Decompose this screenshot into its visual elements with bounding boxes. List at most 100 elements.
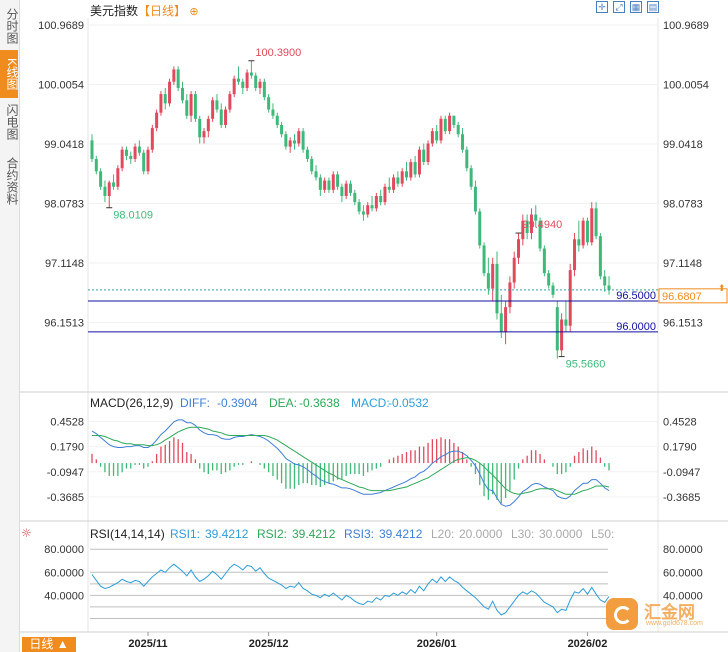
- candle-body: [124, 149, 128, 156]
- candle-body: [142, 152, 146, 172]
- candle-body: [267, 97, 271, 110]
- price-level-label: 96.5000: [616, 290, 656, 302]
- watermark-brand: 汇金网: [644, 603, 695, 622]
- candle-body: [383, 186, 387, 203]
- candle-body: [499, 313, 503, 332]
- candle-body: [349, 183, 352, 193]
- rsi-tick-right: 80.0000: [663, 544, 703, 556]
- candle-body: [353, 192, 357, 203]
- price-tick-left: 99.0418: [44, 139, 84, 151]
- macd-tick-left: 0.4528: [50, 417, 84, 429]
- candle-body: [301, 131, 305, 150]
- candle-body: [211, 100, 215, 119]
- candle-body: [577, 239, 581, 246]
- macd-legend-value: -0.0532: [388, 396, 429, 410]
- price-tick-right: 98.0783: [663, 199, 703, 211]
- candle-body: [202, 131, 206, 138]
- macd-legend-label: MACD:: [351, 396, 390, 410]
- candle-body: [344, 183, 348, 196]
- candle-body: [219, 109, 223, 125]
- sidebar: 分时图 K线图 闪电图 合约资料: [0, 0, 20, 652]
- candle-body: [116, 168, 120, 187]
- candle-body: [555, 307, 559, 351]
- candle-body: [534, 214, 538, 221]
- candle-body: [155, 112, 159, 129]
- candle-body: [379, 196, 383, 203]
- candle-body: [409, 162, 413, 178]
- candle-body: [456, 124, 460, 135]
- date-label: 2026/01: [417, 638, 457, 650]
- tab-flash-chart[interactable]: 闪电图: [5, 104, 19, 140]
- candle-body: [422, 149, 426, 163]
- candle-body: [180, 87, 184, 101]
- candle-body: [560, 319, 564, 351]
- rsi-tick-right: 60.0000: [663, 567, 703, 579]
- date-label: 2026/02: [568, 638, 608, 650]
- candle-body: [387, 186, 391, 190]
- price-tick-left: 96.1513: [44, 318, 84, 330]
- macd-tick-left: -0.0947: [47, 467, 84, 479]
- grid-icon[interactable]: ▤: [647, 1, 659, 13]
- tab-time-chart[interactable]: 分时图: [5, 8, 19, 44]
- rsi-legend-label: RSI3:: [344, 527, 374, 541]
- candle-body: [370, 205, 374, 209]
- zoom-in-icon[interactable]: ⊕: [189, 6, 199, 18]
- candle-body: [228, 94, 232, 110]
- candle-body: [193, 94, 197, 119]
- macd-tick-right: 0.1790: [663, 442, 697, 454]
- candle-body: [495, 263, 499, 314]
- candle-body: [112, 182, 116, 187]
- candle-body: [573, 239, 577, 271]
- candle-body: [542, 248, 546, 274]
- candle-body: [465, 149, 469, 169]
- candle-body: [163, 94, 167, 104]
- fullscreen-icon[interactable]: ⤢: [613, 1, 625, 13]
- macd-tick-right: -0.0947: [663, 467, 700, 479]
- candle-body: [232, 78, 236, 95]
- candle-body: [491, 263, 495, 289]
- candle-body: [504, 307, 508, 332]
- rsi-legend-value: 39.4212: [292, 527, 336, 541]
- period-label[interactable]: 【日线】: [138, 4, 187, 18]
- drawing-icon[interactable]: ▦: [630, 1, 642, 13]
- macd-title: MACD(26,12,9): [90, 396, 173, 410]
- candle-body: [176, 69, 180, 88]
- rsi-legend-label: RSI1:: [170, 527, 200, 541]
- candle-body: [461, 134, 465, 150]
- rsi-legend-label: RSI2:: [257, 527, 287, 541]
- candle-body: [607, 285, 611, 290]
- tab-candlestick-chart[interactable]: K线图: [0, 50, 19, 98]
- price-tick-left: 98.0783: [44, 199, 84, 211]
- candle-body: [206, 118, 210, 132]
- candle-body: [517, 239, 521, 258]
- candle-body: [150, 128, 154, 150]
- candle-body: [486, 273, 490, 289]
- candle-body: [245, 72, 249, 88]
- candle-body: [172, 69, 176, 82]
- candle-body: [292, 140, 296, 144]
- candle-body: [280, 124, 284, 135]
- candle-body: [103, 186, 107, 196]
- rsi-tick-left: 60.0000: [44, 567, 84, 579]
- candle-body: [564, 319, 568, 326]
- rsi-line: [91, 563, 610, 616]
- settings-sun-icon: ☼: [21, 526, 32, 540]
- tab-contract-info[interactable]: 合约资料: [5, 157, 19, 205]
- last-price-marker-icon: ⬆: [718, 283, 726, 293]
- candle-body: [297, 131, 301, 144]
- candle-body: [137, 146, 141, 153]
- candle-body: [508, 282, 512, 308]
- candle-body: [581, 220, 585, 246]
- crosshair-icon[interactable]: ✛: [596, 1, 608, 13]
- candle-body: [327, 180, 331, 190]
- candle-body: [538, 220, 542, 249]
- candle-body: [159, 94, 163, 113]
- macd-legend-value: -0.3638: [299, 396, 340, 410]
- price-tick-left: 100.9689: [38, 20, 84, 32]
- candle-body: [374, 196, 378, 209]
- last-price-label: 96.6807: [662, 291, 702, 303]
- period-tab[interactable]: 日线 ▲: [22, 637, 76, 652]
- candle-body: [198, 118, 202, 138]
- candle-body: [284, 134, 288, 147]
